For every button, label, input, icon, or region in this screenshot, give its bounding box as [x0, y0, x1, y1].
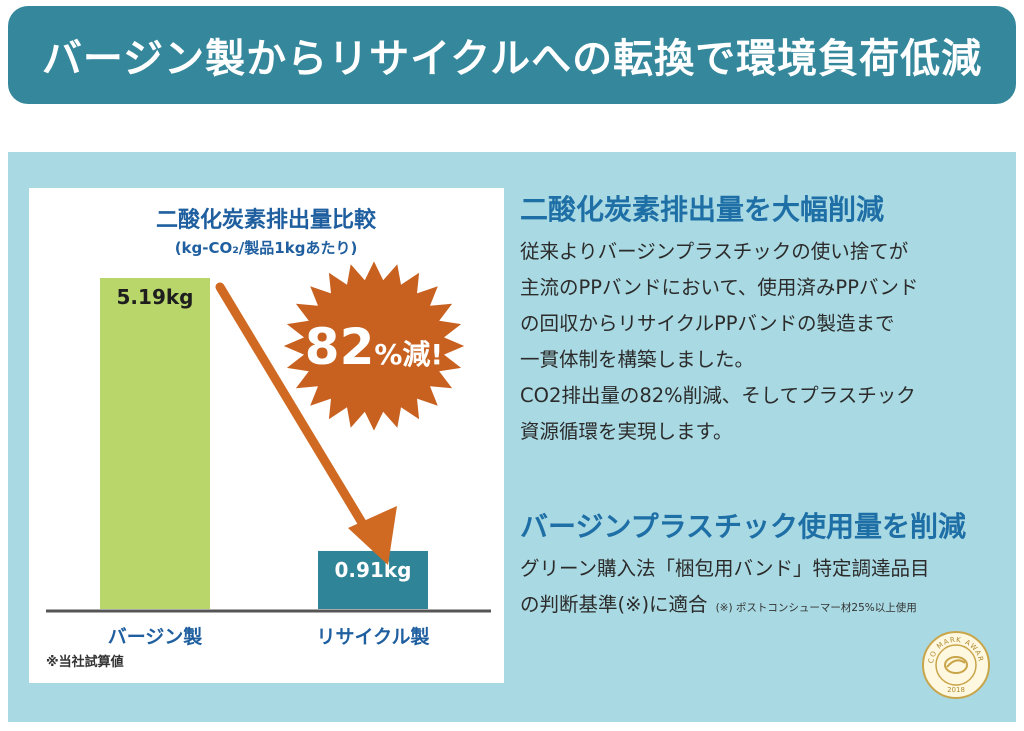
- eco-mark-award-logo: ECO MARK AWARD 2018: [918, 624, 991, 700]
- bar: [318, 550, 428, 609]
- chart-title: 二酸化炭素排出量比較: [156, 207, 377, 233]
- co2-comparison-chart: 二酸化炭素排出量比較 (kg-CO₂/製品1kgあたり) 5.19kg バージン製…: [46, 207, 491, 670]
- section1-line: 主流のPPバンドにおいて、使用済みPPバンド: [520, 276, 919, 299]
- section2-note: (※) ポストコンシューマー材25%以上使用: [715, 602, 917, 614]
- section2-line-2: の判断基準(※)に適合 (※) ポストコンシューマー材25%以上使用: [520, 587, 1010, 626]
- section1-line: 従来よりバージンプラスチックの使い捨てが: [520, 240, 909, 263]
- reduction-badge-text: 82%減!: [305, 318, 443, 376]
- bar-value-label: 5.19kg: [117, 285, 194, 309]
- category-label: バージン製: [108, 626, 203, 648]
- section1-title: 二酸化炭素排出量を大幅削減: [520, 193, 885, 226]
- section1-body: 従来よりバージンプラスチックの使い捨てが 主流のPPバンドにおいて、使用済みPP…: [520, 234, 1000, 450]
- trend-arrow-shaft: [215, 282, 378, 546]
- section1-line: CO2排出量の82%削減、そしてプラスチック: [520, 384, 916, 407]
- bar-value-label: 0.91kg: [335, 558, 412, 582]
- section2-line: グリーン購入法「梱包用バンド」特定調達品目: [520, 557, 930, 580]
- page-title: バージン製からリサイクルへの転換で環境負荷低減: [41, 36, 983, 82]
- section1-line: の回収からリサイクルPPバンドの製造まで: [520, 312, 895, 335]
- chart-subtitle: (kg-CO₂/製品1kgあたり): [175, 239, 358, 257]
- section1-line: 一貫体制を構築しました。: [520, 348, 755, 371]
- section-co2: 二酸化炭素排出量を大幅削減 従来よりバージンプラスチックの使い捨てが 主流のPP…: [520, 190, 1000, 450]
- chart-footnote: ※当社試算値: [46, 654, 124, 670]
- section2-title: バージンプラスチック使用量を削減: [520, 510, 967, 543]
- chart-card: 二酸化炭素排出量比較 (kg-CO₂/製品1kgあたり) 5.19kg バージン製…: [29, 188, 504, 683]
- section-virgin-plastic: バージンプラスチック使用量を削減 グリーン購入法「梱包用バンド」特定調達品目 の…: [520, 507, 1010, 626]
- award-year: 2018: [947, 686, 965, 694]
- category-label: リサイクル製: [316, 626, 429, 648]
- section2-body: グリーン購入法「梱包用バンド」特定調達品目 の判断基準(※)に適合 (※) ポスト…: [520, 551, 1010, 626]
- trend-arrow-head: [348, 506, 397, 565]
- reduction-starburst: [283, 261, 465, 431]
- section1-line: 資源循環を実現します。: [520, 420, 733, 443]
- bar: [100, 278, 210, 609]
- section2-line2-text: の判断基準(※)に適合: [520, 593, 708, 616]
- header-banner: バージン製からリサイクルへの転換で環境負荷低減: [8, 6, 1016, 104]
